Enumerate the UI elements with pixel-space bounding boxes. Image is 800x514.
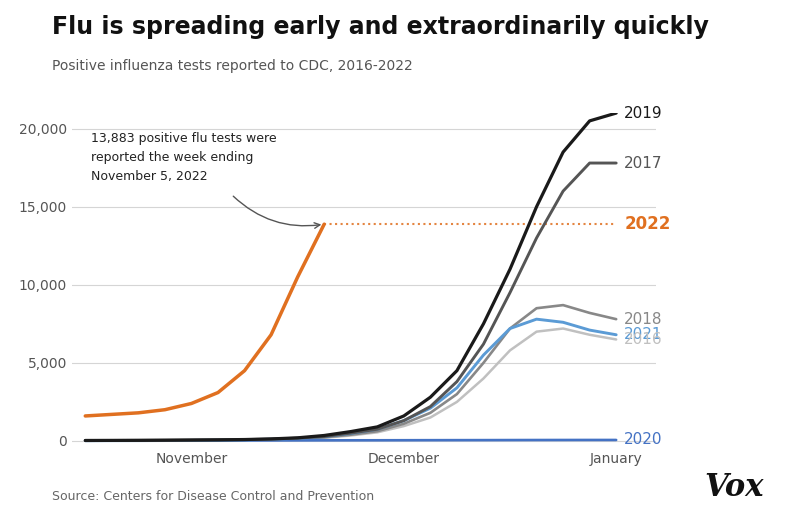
Text: 2021: 2021: [624, 327, 662, 342]
Text: 2020: 2020: [624, 432, 662, 448]
Text: Flu is spreading early and extraordinarily quickly: Flu is spreading early and extraordinari…: [52, 15, 709, 40]
Text: 13,883 positive flu tests were
reported the week ending
November 5, 2022: 13,883 positive flu tests were reported …: [90, 132, 276, 183]
Text: 2016: 2016: [624, 332, 662, 347]
Text: 2019: 2019: [624, 105, 662, 121]
Text: 2017: 2017: [624, 156, 662, 171]
Text: Vox: Vox: [705, 472, 764, 503]
Text: 2018: 2018: [624, 311, 662, 327]
Text: 2022: 2022: [624, 215, 670, 233]
Text: Positive influenza tests reported to CDC, 2016-2022: Positive influenza tests reported to CDC…: [52, 59, 413, 73]
Text: Source: Centers for Disease Control and Prevention: Source: Centers for Disease Control and …: [52, 490, 374, 503]
